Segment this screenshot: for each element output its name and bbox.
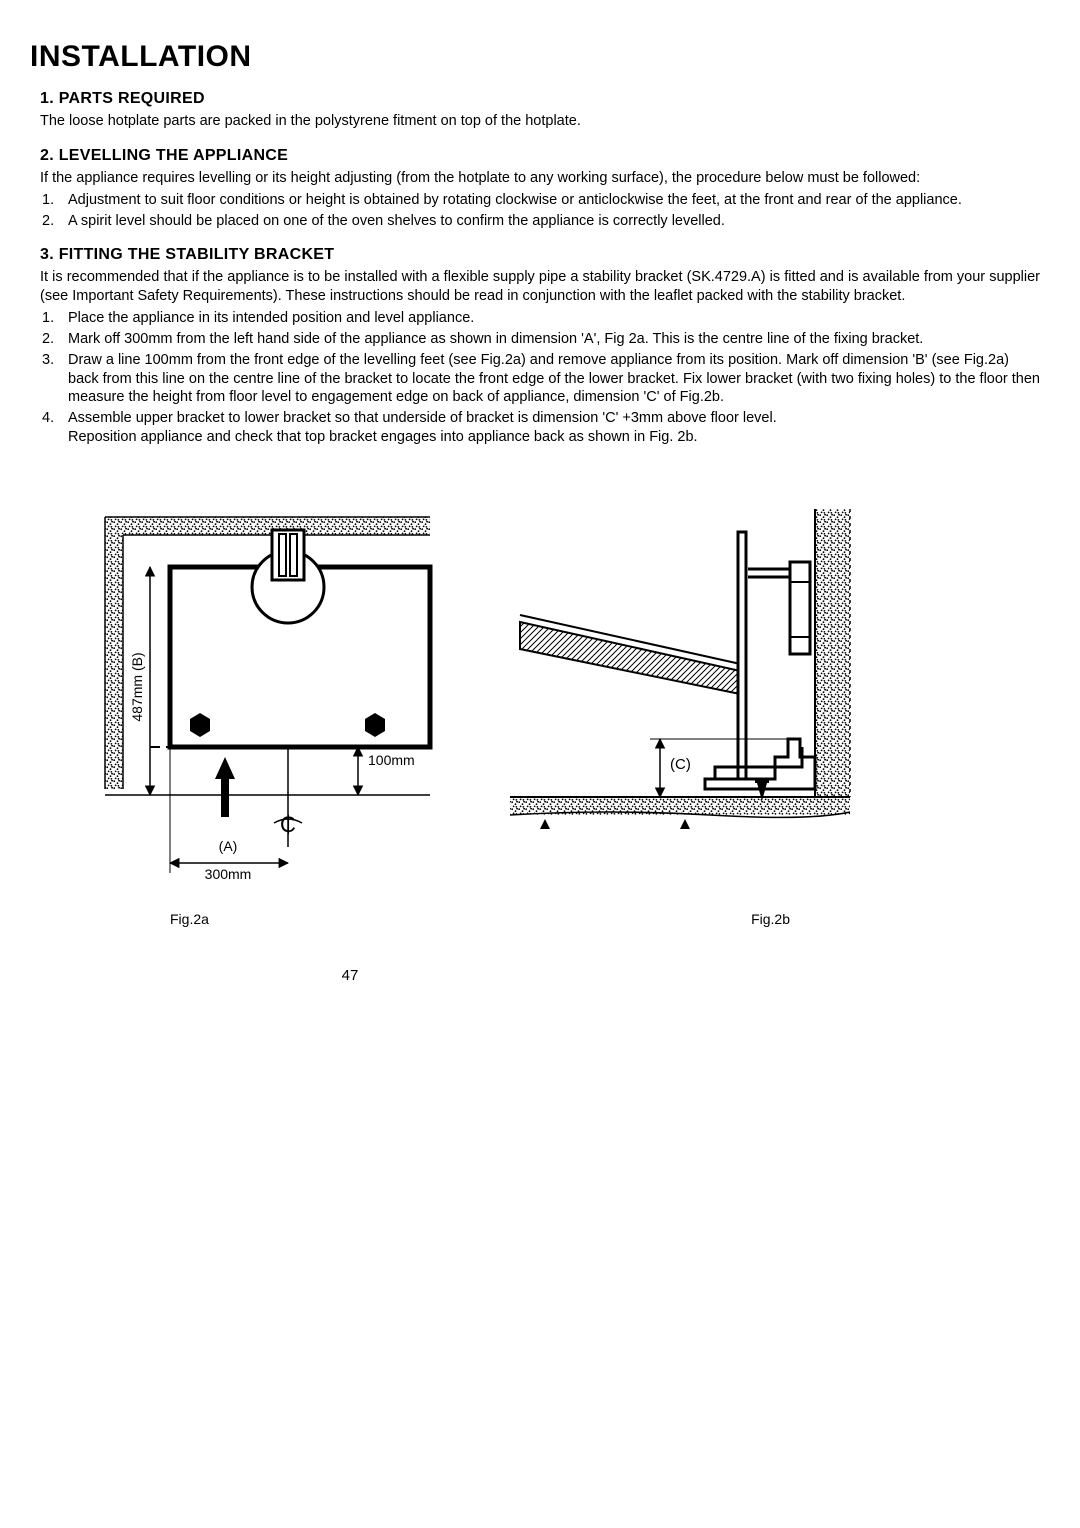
fig2a-caption: Fig.2a <box>170 911 209 927</box>
section-stability-bracket: 3. FITTING THE STABILITY BRACKET It is r… <box>30 246 1050 447</box>
fig-2a: 100mm 487mm (B) ₵ (A) 300mm <box>105 517 430 882</box>
fig2b-caption: Fig.2b <box>751 911 790 927</box>
list-item: Place the appliance in its intended posi… <box>40 309 1040 328</box>
section-3-list: Place the appliance in its intended posi… <box>40 309 1040 447</box>
fig2a-label-dim-b: 487mm (B) <box>129 652 145 721</box>
section-1-heading: 1. PARTS REQUIRED <box>40 90 1040 108</box>
section-levelling: 2. LEVELLING THE APPLIANCE If the applia… <box>30 147 1050 231</box>
page-title: INSTALLATION <box>30 40 1050 74</box>
list-item: Assemble upper bracket to lower bracket … <box>40 409 1040 447</box>
fig2b-label-c: (C) <box>670 756 691 773</box>
fig-2b: (C) <box>510 509 850 829</box>
figure-captions: Fig.2a Fig.2b <box>50 911 880 927</box>
fig2a-label-300mm: 300mm <box>205 866 252 882</box>
list-item: Mark off 300mm from the left hand side o… <box>40 330 1040 349</box>
section-parts-required: 1. PARTS REQUIRED The loose hotplate par… <box>30 90 1050 131</box>
fig2a-centerline-symbol: ₵ <box>280 812 296 837</box>
section-1-text: The loose hotplate parts are packed in t… <box>40 112 1040 131</box>
section-3-intro: It is recommended that if the appliance … <box>40 268 1040 306</box>
list-item: Adjustment to suit floor conditions or h… <box>40 191 1040 210</box>
list-item: A spirit level should be placed on one o… <box>40 212 1040 231</box>
section-3-heading: 3. FITTING THE STABILITY BRACKET <box>40 246 1040 264</box>
section-2-heading: 2. LEVELLING THE APPLIANCE <box>40 147 1040 165</box>
fig2a-label-a: (A) <box>219 838 238 854</box>
figures-area: 100mm 487mm (B) ₵ (A) 300mm <box>50 507 880 927</box>
fig2a-label-100mm: 100mm <box>368 752 415 768</box>
section-2-intro: If the appliance requires levelling or i… <box>40 169 1040 188</box>
stability-bracket-diagram: 100mm 487mm (B) ₵ (A) 300mm <box>50 507 880 897</box>
section-2-list: Adjustment to suit floor conditions or h… <box>40 191 1040 231</box>
page-number: 47 <box>30 967 1050 984</box>
list-item: Draw a line 100mm from the front edge of… <box>40 351 1040 408</box>
